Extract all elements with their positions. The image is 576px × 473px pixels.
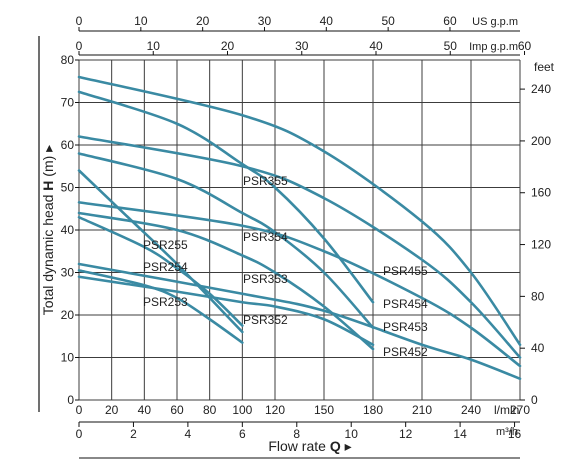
y-tick-label: 70 (61, 96, 75, 110)
m3h-tick-label: 10 (345, 427, 359, 441)
imp-tick-label: 30 (295, 39, 309, 53)
y-right-axis-label: feet (534, 60, 555, 74)
us-tick-label: 20 (196, 14, 210, 28)
x-tick-label: 20 (105, 403, 119, 417)
x-tick-label: 270 (510, 403, 530, 417)
y-tick-label: 20 (61, 308, 75, 322)
x-tick-label: 120 (265, 403, 285, 417)
imp-tick-label: 40 (369, 39, 383, 53)
y-right-tick-label: 120 (531, 238, 551, 252)
imp-tick-label: 10 (147, 39, 161, 53)
curve-psr452 (77, 262, 522, 381)
curve-psr353 (77, 211, 375, 351)
y-tick-label: 60 (61, 138, 75, 152)
x-tick-label: 210 (412, 403, 432, 417)
curve-psr354 (77, 152, 375, 330)
curve-psr455 (77, 75, 522, 347)
y-right-tick-label: 200 (531, 134, 551, 148)
us-tick-label: 50 (381, 14, 395, 28)
series-label-psr253: PSR253 (143, 295, 188, 309)
curve-psr355 (77, 90, 375, 304)
m3h-tick-label: 4 (185, 427, 192, 441)
curve-psr453 (77, 201, 522, 368)
y-right-tick-label: 160 (531, 186, 551, 200)
curve-psr255 (77, 169, 244, 334)
y-tick-label: 80 (61, 53, 75, 67)
us-tick-label: 0 (76, 14, 83, 28)
series-label-psr353: PSR353 (243, 272, 288, 286)
m3h-tick-label: 8 (293, 427, 300, 441)
m3h-tick-label: 12 (399, 427, 413, 441)
x-axis-title: Flow rate Q ▸ (268, 438, 351, 454)
m3h-tick-label: 2 (130, 427, 137, 441)
series-label-psr255: PSR255 (143, 238, 188, 252)
us-tick-label: 40 (320, 14, 334, 28)
imp-tick-label: 50 (444, 39, 458, 53)
curve-psr454 (77, 135, 522, 359)
series-label-psr254: PSR254 (143, 260, 188, 274)
x-tick-label: 180 (363, 403, 383, 417)
pump-curves (77, 75, 522, 381)
y-tick-label: 40 (61, 223, 75, 237)
y-tick-label: 0 (67, 393, 74, 407)
y-tick-label: 50 (61, 181, 75, 195)
us-tick-label: 30 (258, 14, 272, 28)
x-tick-label: 60 (170, 403, 184, 417)
x-tick-label: 0 (76, 403, 83, 417)
us-tick-label: 10 (134, 14, 148, 28)
series-label-psr352: PSR352 (243, 313, 288, 327)
series-label-psr355: PSR355 (243, 174, 288, 188)
x-axis-label: l/min (494, 403, 519, 417)
x-tick-label: 40 (138, 403, 152, 417)
y-right-tick-label: 240 (531, 82, 551, 96)
us-axis-label: US g.p.m (472, 16, 518, 28)
y-tick-label: 30 (61, 266, 75, 280)
x-tick-label: 150 (314, 403, 334, 417)
x-tick-label: 80 (203, 403, 217, 417)
imp-tick-label: 0 (76, 39, 83, 53)
m3h-tick-label: 16 (508, 427, 522, 441)
x-tick-label: 100 (232, 403, 252, 417)
y-tick-label: 10 (61, 351, 75, 365)
y-axis-title: Total dynamic head H (m) ▸ (40, 145, 56, 315)
grid (38, 27, 526, 459)
curve-psr254 (77, 215, 244, 327)
m3h-axis-label: m³/h (496, 426, 518, 438)
y-right-tick-label: 40 (531, 341, 545, 355)
y-right-tick-label: 0 (531, 393, 538, 407)
series-label-psr453: PSR453 (383, 320, 428, 334)
y-right-tick-label: 80 (531, 289, 545, 303)
series-label-psr452: PSR452 (383, 345, 428, 359)
imp-tick-label: 20 (221, 39, 235, 53)
imp-axis-label: Imp g.p.m (469, 41, 518, 53)
m3h-tick-label: 6 (239, 427, 246, 441)
x-tick-label: 240 (461, 403, 481, 417)
us-tick-label: 60 (443, 14, 457, 28)
series-label-psr455: PSR455 (383, 264, 428, 278)
series-label-psr454: PSR454 (383, 297, 428, 311)
m3h-tick-label: 0 (76, 427, 83, 441)
series-label-psr354: PSR354 (243, 230, 288, 244)
curve-psr352 (77, 275, 375, 347)
curve-psr253 (77, 269, 244, 344)
imp-tick-label: 60 (518, 39, 532, 53)
m3h-tick-label: 14 (453, 427, 467, 441)
